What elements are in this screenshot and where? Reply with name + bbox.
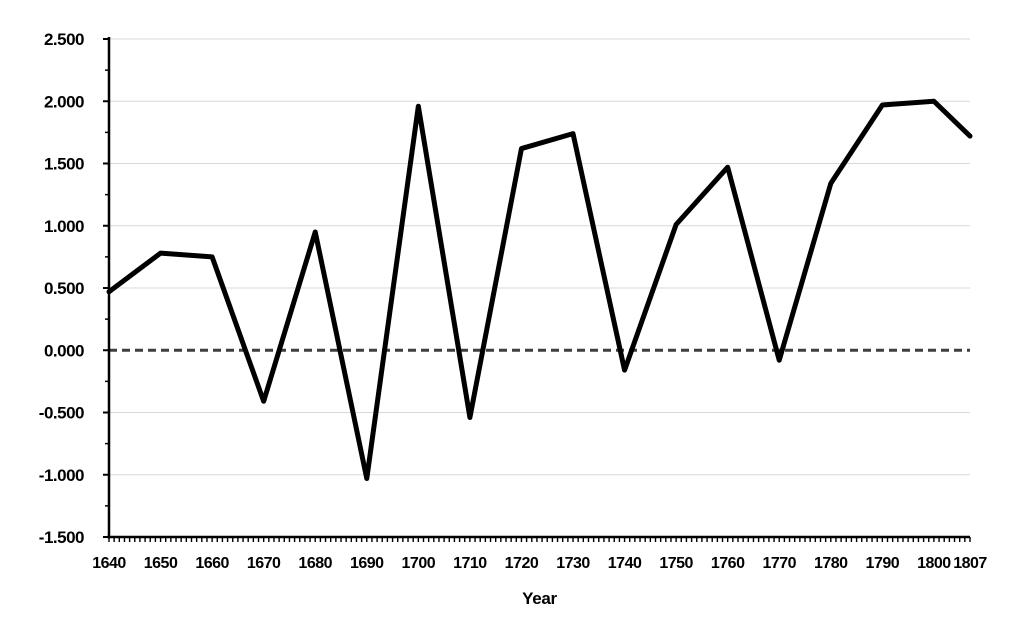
x-tick-label: 1770 — [762, 555, 796, 572]
x-tick-label: 1790 — [866, 555, 900, 572]
x-tick-label: 1690 — [350, 555, 384, 572]
y-tick-label: -0.500 — [39, 404, 84, 423]
x-tick-label: 1760 — [711, 555, 745, 572]
x-tick-label: 1730 — [556, 555, 590, 572]
x-tick-label: 1650 — [144, 555, 178, 572]
x-tick-label: 1710 — [453, 555, 487, 572]
x-tick-label: 1640 — [92, 555, 126, 572]
y-tick-label: 0.000 — [44, 341, 84, 360]
y-tick-label: 1.000 — [44, 217, 84, 236]
x-tick-label: 1680 — [298, 555, 332, 572]
y-tick-label: -1.500 — [39, 528, 84, 547]
y-tick-label: 1.500 — [44, 155, 84, 174]
x-tick-label: 1780 — [814, 555, 848, 572]
y-tick-label: 2.000 — [44, 92, 84, 111]
y-tick-label: -1.000 — [39, 466, 84, 485]
x-axis-title: Year — [522, 589, 557, 608]
x-tick-label: 1800 — [917, 555, 951, 572]
x-tick-label: 1660 — [195, 555, 229, 572]
y-tick-label: 2.500 — [44, 30, 84, 49]
x-tick-label: 1740 — [608, 555, 642, 572]
x-tick-label: 1670 — [247, 555, 281, 572]
x-tick-label: 1750 — [659, 555, 693, 572]
y-tick-label: 0.500 — [44, 279, 84, 298]
data-series-line — [106, 98, 973, 481]
x-tick-label: 1700 — [402, 555, 436, 572]
x-tick-label: 1807 — [953, 555, 987, 572]
x-tick-label: 1720 — [505, 555, 539, 572]
